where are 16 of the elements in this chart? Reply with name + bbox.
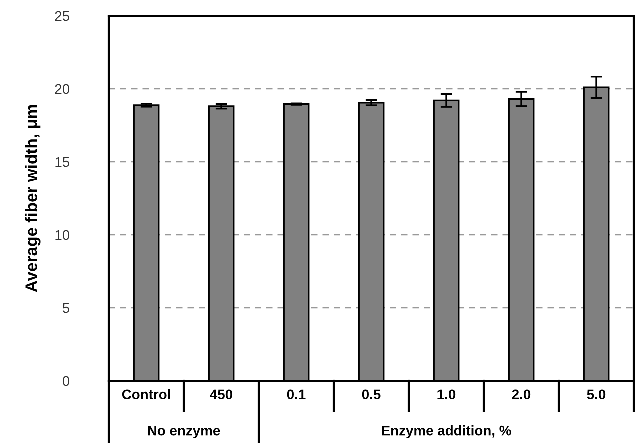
x-tick-label: Control <box>122 389 170 400</box>
y-axis-title: Average fiber width, μm <box>25 105 41 292</box>
x-tick-label: 2.0 <box>512 390 531 400</box>
y-tick-label: 5 <box>62 303 70 314</box>
x-tick-label: 0.1 <box>287 390 306 400</box>
x-tick-label: 5.0 <box>587 390 606 400</box>
text: Enzyme addition, % <box>382 426 512 438</box>
y-tick-label: 15 <box>56 157 70 168</box>
x-tick-label: 450 <box>210 390 233 400</box>
y-tick-label: 25 <box>55 11 70 22</box>
y-tick-label: 20 <box>55 84 70 94</box>
x-tick-label: 0.5 <box>362 390 381 400</box>
y-tick-label: 0 <box>62 376 70 386</box>
text: No enzyme <box>148 426 220 438</box>
x-tick-label: 1.0 <box>438 390 456 400</box>
y-tick-label: 10 <box>56 230 70 240</box>
